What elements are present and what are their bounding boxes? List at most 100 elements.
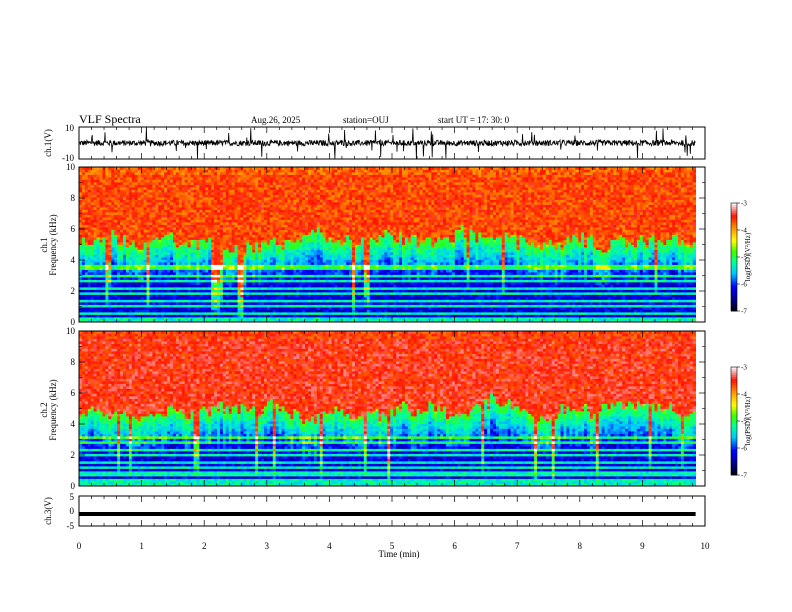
spec-cell bbox=[126, 235, 129, 238]
spec-cell bbox=[258, 175, 261, 178]
spec-cell bbox=[170, 317, 173, 320]
spec-cell bbox=[287, 255, 290, 258]
spec-cell bbox=[126, 302, 129, 305]
spec-cell bbox=[123, 237, 126, 240]
spec-cell bbox=[258, 180, 261, 183]
spec-cell bbox=[120, 307, 123, 310]
spec-cell bbox=[196, 192, 199, 195]
spec-cell bbox=[211, 250, 214, 253]
spec-cell bbox=[308, 222, 311, 225]
ch1-spectrogram-image bbox=[79, 167, 696, 322]
spec-cell bbox=[132, 225, 135, 228]
spec-cell bbox=[220, 200, 223, 203]
spec-cell bbox=[258, 182, 261, 185]
spec-cell bbox=[102, 190, 105, 193]
spec-cell bbox=[91, 267, 94, 270]
spec-cell bbox=[217, 225, 220, 228]
spec-cell bbox=[290, 257, 293, 260]
spec-cell bbox=[223, 182, 226, 185]
spec-cell bbox=[270, 305, 273, 308]
spec-cell bbox=[282, 227, 285, 230]
spec-cell bbox=[161, 182, 164, 185]
spec-cell bbox=[108, 227, 111, 230]
spec-cell bbox=[246, 277, 249, 280]
spec-cell bbox=[267, 255, 270, 258]
spec-cell bbox=[152, 270, 155, 273]
spec-cell bbox=[249, 277, 252, 280]
spec-cell bbox=[194, 220, 197, 223]
spec-cell bbox=[105, 187, 108, 190]
spec-cell bbox=[179, 195, 182, 198]
spec-cell bbox=[158, 302, 161, 305]
spec-cell bbox=[191, 307, 194, 310]
spec-cell bbox=[232, 287, 235, 290]
spec-cell bbox=[276, 265, 279, 268]
spec-cell bbox=[141, 305, 144, 308]
spec-cell bbox=[170, 242, 173, 245]
spec-cell bbox=[105, 285, 108, 288]
spec-cell bbox=[141, 257, 144, 260]
spec-cell bbox=[261, 172, 264, 175]
spec-cell bbox=[117, 287, 120, 290]
spec-cell bbox=[199, 312, 202, 315]
spec-cell bbox=[144, 215, 147, 218]
spec-cell bbox=[141, 267, 144, 270]
spec-cell bbox=[279, 252, 282, 255]
spec-cell bbox=[123, 180, 126, 183]
spec-cell bbox=[261, 232, 264, 235]
spec-cell bbox=[123, 202, 126, 205]
spec-cell bbox=[261, 275, 264, 278]
spec-cell bbox=[308, 240, 311, 243]
spec-cell bbox=[167, 240, 170, 243]
spec-cell bbox=[111, 185, 114, 188]
spec-cell bbox=[179, 222, 182, 225]
spec-cell bbox=[158, 180, 161, 183]
spec-cell bbox=[226, 215, 229, 218]
spec-cell bbox=[185, 307, 188, 310]
spec-cell bbox=[302, 255, 305, 258]
spec-cell bbox=[100, 205, 103, 208]
spec-cell bbox=[220, 230, 223, 233]
spec-cell bbox=[132, 205, 135, 208]
spec-cell bbox=[261, 215, 264, 218]
spec-cell bbox=[282, 260, 285, 263]
spec-cell bbox=[273, 262, 276, 265]
spec-cell bbox=[217, 207, 220, 210]
spec-cell bbox=[240, 192, 243, 195]
spec-cell bbox=[258, 297, 261, 300]
spec-cell bbox=[285, 175, 288, 178]
spec-cell bbox=[100, 292, 103, 295]
spec-cell bbox=[196, 317, 199, 320]
spec-cell bbox=[176, 250, 179, 253]
spec-cell bbox=[235, 222, 238, 225]
spec-cell bbox=[232, 265, 235, 268]
spec-cell bbox=[220, 315, 223, 318]
spec-cell bbox=[261, 255, 264, 258]
spec-cell bbox=[299, 300, 302, 303]
spec-cell bbox=[296, 250, 299, 253]
spec-cell bbox=[102, 217, 105, 220]
spec-cell bbox=[179, 202, 182, 205]
spec-cell bbox=[132, 265, 135, 268]
spec-cell bbox=[138, 307, 141, 310]
spec-cell bbox=[147, 252, 150, 255]
spec-cell bbox=[261, 287, 264, 290]
spec-cell bbox=[170, 225, 173, 228]
spec-cell bbox=[161, 262, 164, 265]
spec-cell bbox=[188, 262, 191, 265]
spec-cell bbox=[167, 257, 170, 260]
spec-cell bbox=[85, 245, 88, 248]
spec-cell bbox=[243, 315, 246, 318]
spec-cell bbox=[155, 272, 158, 275]
spec-cell bbox=[223, 217, 226, 220]
spec-cell bbox=[161, 242, 164, 245]
spec-cell bbox=[82, 255, 85, 258]
spec-cell bbox=[100, 267, 103, 270]
spec-cell bbox=[94, 232, 97, 235]
spec-cell bbox=[258, 257, 261, 260]
spec-cell bbox=[120, 170, 123, 173]
spec-cell bbox=[279, 287, 282, 290]
spec-cell bbox=[176, 190, 179, 193]
spec-cell bbox=[293, 212, 296, 215]
spec-cell bbox=[170, 187, 173, 190]
